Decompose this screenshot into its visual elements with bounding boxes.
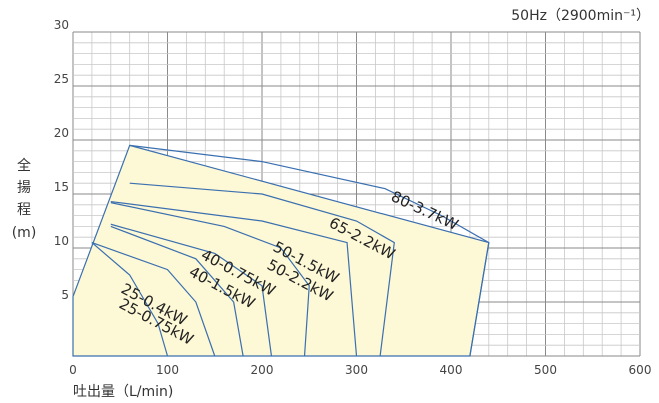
x-tick-label: 300 [345, 363, 368, 377]
x-tick-label: 100 [156, 363, 179, 377]
curve-40-1-5kw [110, 223, 273, 357]
y-tick-label: 10 [54, 234, 69, 248]
x-axis-ticks: 0 100 200 300 400 500 600 [69, 363, 651, 377]
curve-40-0-75kw [110, 225, 244, 357]
y-tick-label: 5 [61, 288, 69, 302]
y-label-part: 全 [17, 157, 31, 174]
x-tick-label: 0 [69, 363, 77, 377]
y-label-part: (m) [12, 225, 37, 241]
y-axis-label: 全揚程 (m) [12, 157, 37, 241]
x-tick-label: 400 [440, 363, 463, 377]
chart-title: 50Hz（2900min⁻¹） [511, 8, 650, 24]
y-tick-label: 25 [54, 72, 69, 86]
y-label-part: 程 [17, 202, 31, 218]
y-tick-label: 20 [54, 126, 69, 140]
x-tick-label: 500 [534, 363, 557, 377]
y-axis-ticks: 5 10 15 20 25 30 [54, 18, 69, 302]
curve-65-2-2kw [129, 182, 395, 357]
curve-50-2-2kw [110, 200, 358, 357]
x-tick-label: 200 [251, 363, 274, 377]
performance-curves [91, 144, 490, 357]
curve-50-1-5kw [110, 202, 310, 357]
x-tick-label: 600 [629, 363, 652, 377]
x-axis-label: 吐出量（L/min) [73, 384, 173, 400]
y-label-part: 揚 [17, 179, 31, 196]
y-tick-label: 15 [54, 180, 69, 194]
curve-25-0-75kw [91, 242, 216, 357]
curve-80-3-7kw [129, 144, 490, 357]
curve-25-0-4kw [91, 242, 169, 357]
y-tick-label: 30 [54, 18, 69, 32]
